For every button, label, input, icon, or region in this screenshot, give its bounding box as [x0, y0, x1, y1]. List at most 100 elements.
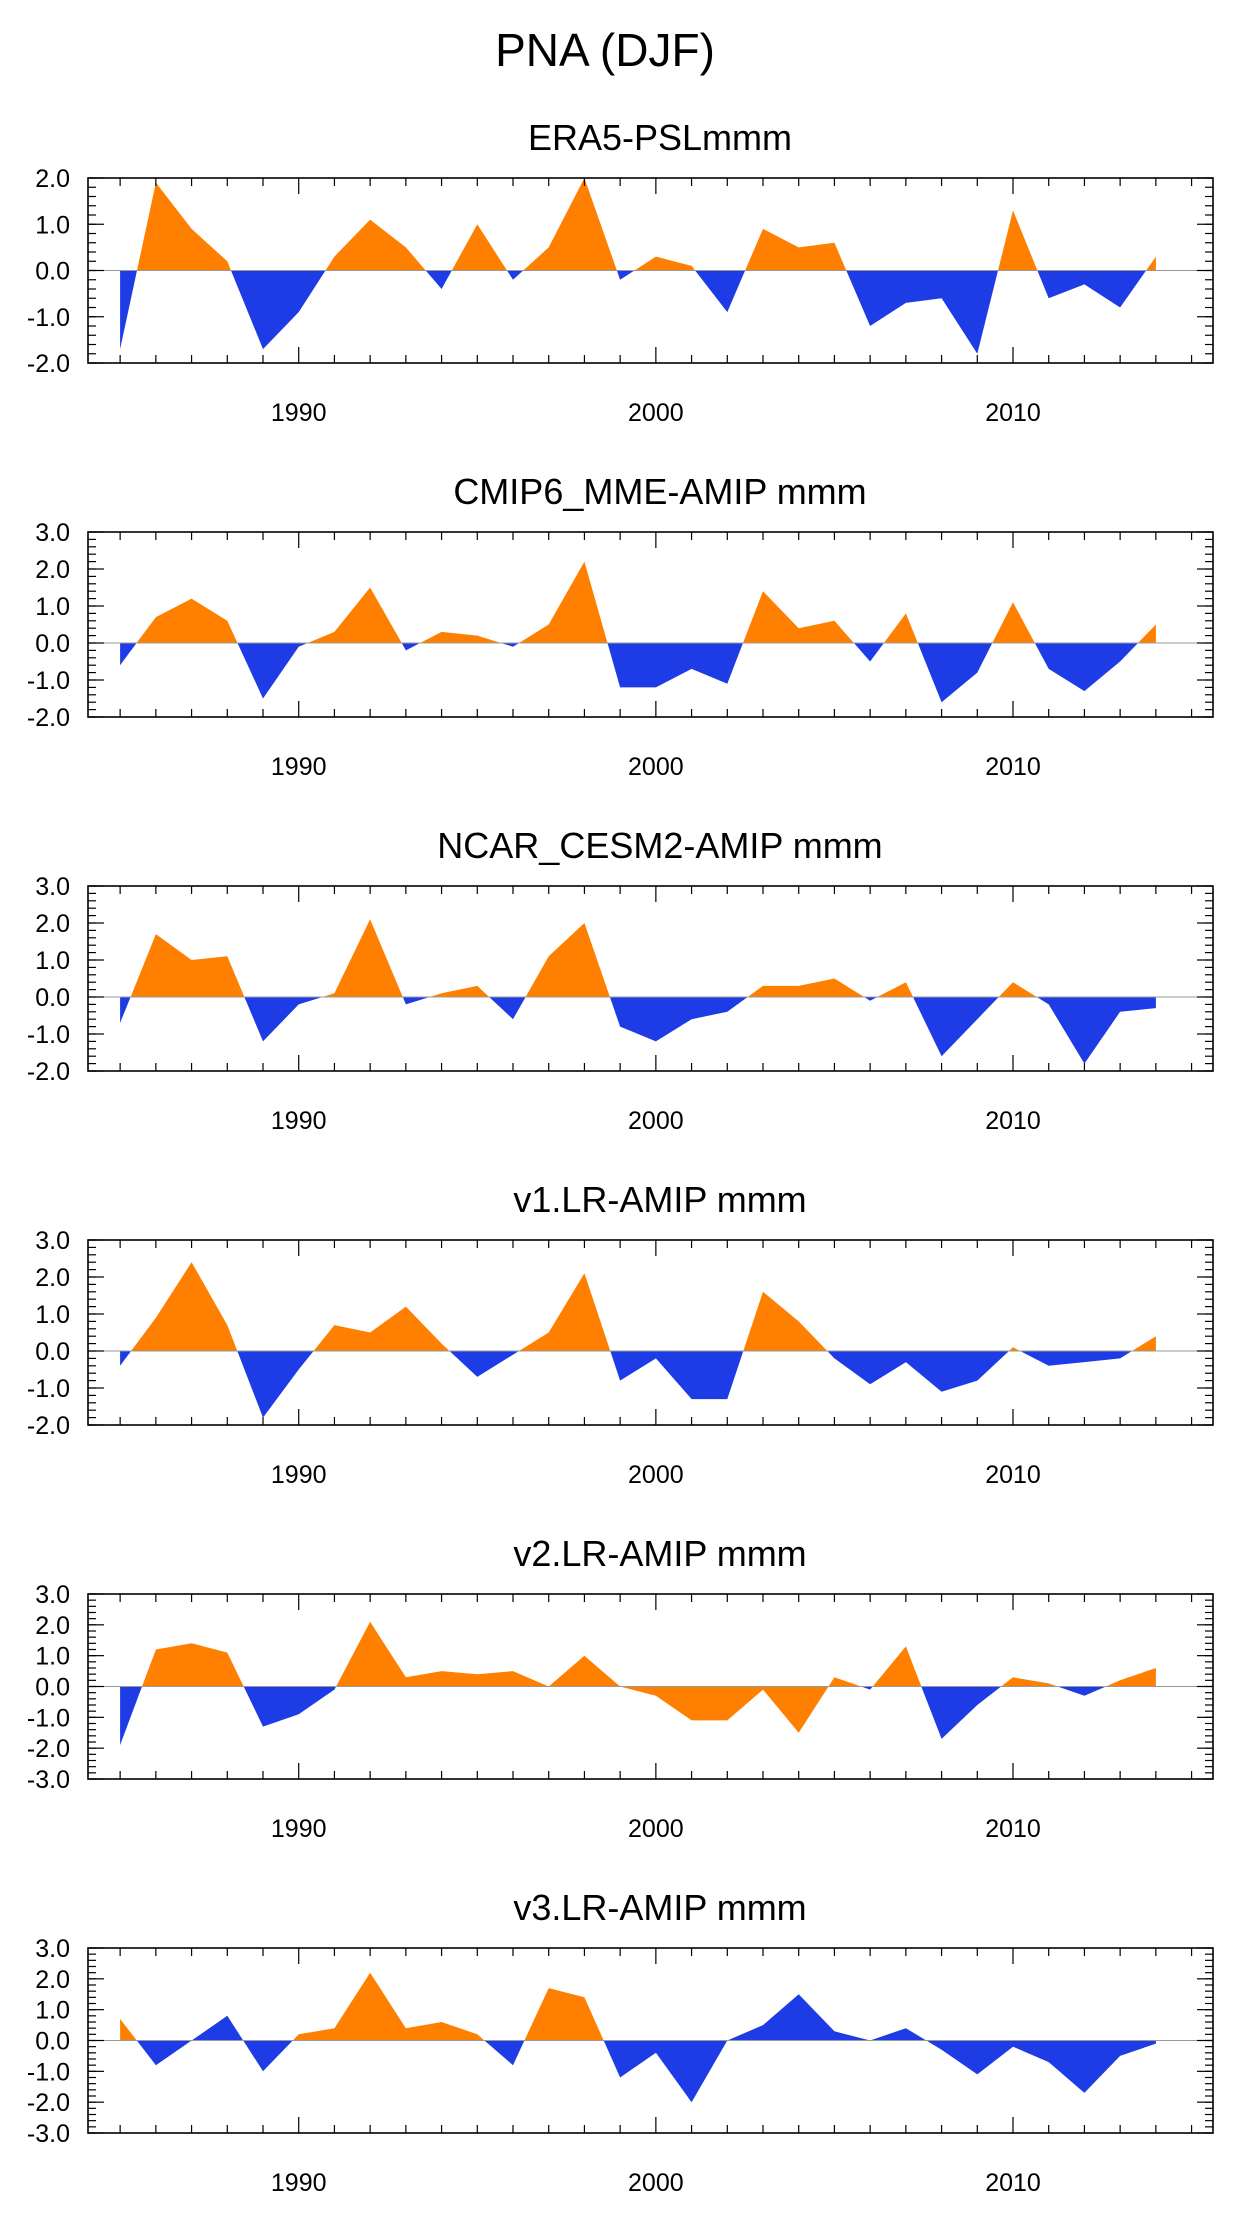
negative-anomaly-area	[1034, 643, 1138, 692]
y-tick-label: 1.0	[35, 1643, 70, 1671]
positive-anomaly-area	[519, 561, 608, 643]
y-tick-label: 2.0	[35, 1264, 70, 1292]
negative-anomaly-area	[864, 997, 878, 1001]
y-tick-label: 0.0	[35, 1338, 70, 1366]
negative-anomaly-area	[507, 270, 524, 280]
panel-2: CMIP6_MME-AMIP mmm 3.0 2.0 1.0 0.0 -1.0 -2.0 19…	[27, 471, 1214, 781]
positive-anomaly-area	[1009, 1347, 1021, 1351]
negative-anomaly-area	[425, 270, 452, 289]
positive-anomaly-area	[998, 210, 1038, 271]
x-tick-label: 1990	[271, 399, 327, 427]
x-tick-label: 2010	[985, 1815, 1041, 1843]
panel-1: ERA5-PSLmmm 2.0 1.0 0.0 -1.0 -2.0 1990 2000 2010	[27, 117, 1214, 427]
panel-4: v1.LR-AMIP mmm 3.0 2.0 1.0 0.0 -1.0 -2.0 1990 20…	[27, 1179, 1214, 1489]
positive-anomaly-area	[525, 923, 610, 997]
panel-title: CMIP6_MME-AMIP mmm	[453, 471, 866, 512]
y-tick-label: -2.0	[27, 1735, 70, 1763]
negative-anomaly-area	[243, 1686, 337, 1727]
positive-anomaly-area	[877, 982, 913, 997]
positive-anomaly-area	[307, 587, 402, 643]
positive-anomaly-area	[130, 934, 245, 997]
positive-anomaly-area	[1146, 256, 1156, 271]
negative-anomaly-area	[243, 2040, 293, 2072]
y-tick-label: -2.0	[27, 350, 70, 378]
x-tick-label: 2000	[628, 1461, 684, 1489]
y-tick-label: -2.0	[27, 1058, 70, 1086]
panel-title: v1.LR-AMIP mmm	[513, 1179, 806, 1220]
y-tick-label: -1.0	[27, 1021, 70, 1049]
panel-5: v2.LR-AMIP mmm 3.0 2.0 1.0 0.0-1.0 -2.0 -3.0 19…	[27, 1533, 1214, 1843]
y-tick-label: -3.0	[27, 1766, 70, 1794]
negative-anomaly-area	[501, 643, 519, 647]
negative-anomaly-area	[827, 1351, 1009, 1392]
y-tick-label: -3.0	[27, 2120, 70, 2148]
y-tick-label: -2.0	[27, 2089, 70, 2117]
x-tick-label: 2000	[628, 753, 684, 781]
positive-anomaly-area	[336, 1621, 829, 1733]
negative-anomaly-area	[913, 997, 999, 1057]
y-tick-label: 0.0	[35, 630, 70, 658]
y-tick-label: -1.0	[27, 667, 70, 695]
y-tick-label: 1.0	[35, 211, 70, 239]
negative-anomaly-area	[120, 270, 137, 350]
negative-anomaly-area	[921, 1686, 1002, 1739]
x-tick-label: 2010	[985, 753, 1041, 781]
y-tick-label: -1.0	[27, 2058, 70, 2086]
negative-anomaly-area	[917, 643, 993, 703]
x-tick-label: 1990	[271, 1815, 327, 1843]
positive-anomaly-area	[828, 1677, 862, 1687]
negative-anomaly-area	[1037, 270, 1147, 308]
panel-6: v3.LR-AMIP mmm 3.0 2.0 1.0 0.0-1.0 -2.0 -3.0 19…	[27, 1887, 1214, 2197]
positive-anomaly-area	[142, 1643, 244, 1687]
y-tick-label: 0.0	[35, 984, 70, 1012]
negative-anomaly-area	[449, 1351, 519, 1377]
positive-anomaly-area	[747, 978, 865, 997]
y-tick-label: -2.0	[27, 704, 70, 732]
positive-anomaly-area	[325, 219, 426, 271]
y-tick-label: 3.0	[35, 1227, 70, 1255]
panel-title: ERA5-PSLmmm	[528, 117, 792, 158]
panels: ERA5-PSLmmm 2.0 1.0 0.0 -1.0 -2.0 1990 2000 2010…	[27, 117, 1214, 2197]
positive-anomaly-area	[743, 591, 854, 643]
positive-anomaly-area	[519, 1273, 611, 1351]
y-tick-label: 3.0	[35, 873, 70, 901]
negative-anomaly-area	[244, 997, 323, 1042]
x-tick-label: 2010	[985, 1107, 1041, 1135]
negative-anomaly-area	[484, 2040, 525, 2066]
y-tick-label: 0.0	[35, 258, 70, 286]
negative-anomaly-area	[861, 1686, 873, 1690]
x-tick-label: 2000	[628, 1815, 684, 1843]
positive-anomaly-area	[137, 182, 231, 271]
positive-anomaly-area	[998, 982, 1037, 997]
figure-title: PNA (DJF)	[495, 24, 715, 76]
negative-anomaly-area	[846, 270, 998, 354]
positive-anomaly-area	[1001, 1677, 1058, 1687]
panel-3: NCAR_CESM2-AMIP mmm 3.0 2.0 1.0 0.0 -1.0 -2.0 1…	[27, 825, 1214, 1135]
positive-anomaly-area	[992, 602, 1035, 643]
y-tick-label: 3.0	[35, 1581, 70, 1609]
negative-anomaly-area	[1036, 997, 1156, 1064]
positive-anomaly-area	[1105, 1668, 1156, 1687]
x-tick-label: 2010	[985, 1461, 1041, 1489]
x-tick-label: 1990	[271, 753, 327, 781]
negative-anomaly-area	[610, 1351, 744, 1400]
negative-anomaly-area	[402, 997, 430, 1005]
positive-anomaly-area	[1138, 624, 1156, 643]
y-tick-label: -2.0	[27, 1412, 70, 1440]
y-tick-label: 1.0	[35, 593, 70, 621]
y-tick-label: 2.0	[35, 1612, 70, 1640]
panel-title: v2.LR-AMIP mmm	[513, 1533, 806, 1574]
positive-anomaly-area	[322, 919, 403, 997]
y-tick-label: -1.0	[27, 304, 70, 332]
y-tick-label: 2.0	[35, 1966, 70, 1994]
x-tick-label: 2000	[628, 399, 684, 427]
x-tick-label: 1990	[271, 2169, 327, 2197]
y-tick-label: 3.0	[35, 519, 70, 547]
plot-frame	[87, 531, 1214, 718]
negative-anomaly-area	[120, 1351, 132, 1366]
negative-anomaly-area	[1020, 1351, 1132, 1366]
negative-anomaly-area	[120, 643, 137, 666]
positive-anomaly-area	[313, 1306, 450, 1351]
y-tick-label: -1.0	[27, 1704, 70, 1732]
positive-anomaly-area	[883, 613, 918, 643]
